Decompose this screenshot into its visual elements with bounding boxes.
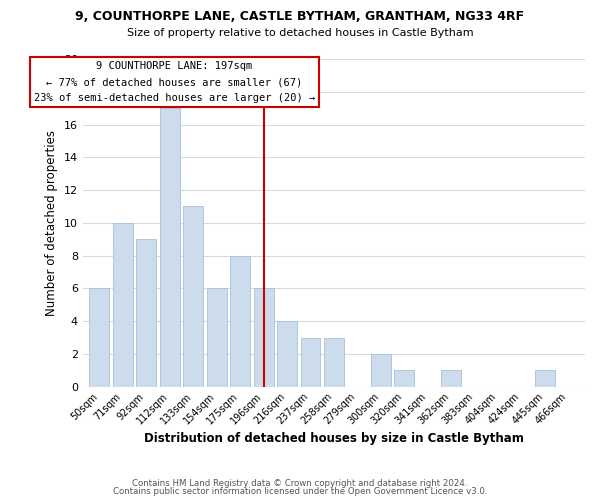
Text: Contains public sector information licensed under the Open Government Licence v3: Contains public sector information licen… <box>113 487 487 496</box>
Bar <box>230 256 250 386</box>
Y-axis label: Number of detached properties: Number of detached properties <box>46 130 58 316</box>
Bar <box>371 354 391 386</box>
Bar <box>89 288 109 386</box>
Bar <box>206 288 227 386</box>
Bar <box>441 370 461 386</box>
Bar <box>183 206 203 386</box>
Bar <box>301 338 320 386</box>
Bar <box>535 370 555 386</box>
Bar <box>394 370 415 386</box>
Bar <box>160 108 179 386</box>
Bar <box>136 239 156 386</box>
Text: Size of property relative to detached houses in Castle Bytham: Size of property relative to detached ho… <box>127 28 473 38</box>
Text: 9, COUNTHORPE LANE, CASTLE BYTHAM, GRANTHAM, NG33 4RF: 9, COUNTHORPE LANE, CASTLE BYTHAM, GRANT… <box>76 10 524 23</box>
Text: Contains HM Land Registry data © Crown copyright and database right 2024.: Contains HM Land Registry data © Crown c… <box>132 478 468 488</box>
Bar <box>324 338 344 386</box>
X-axis label: Distribution of detached houses by size in Castle Bytham: Distribution of detached houses by size … <box>144 432 524 445</box>
Text: 9 COUNTHORPE LANE: 197sqm
← 77% of detached houses are smaller (67)
23% of semi-: 9 COUNTHORPE LANE: 197sqm ← 77% of detac… <box>34 62 315 102</box>
Bar <box>254 288 274 386</box>
Bar <box>113 223 133 386</box>
Bar <box>277 321 297 386</box>
